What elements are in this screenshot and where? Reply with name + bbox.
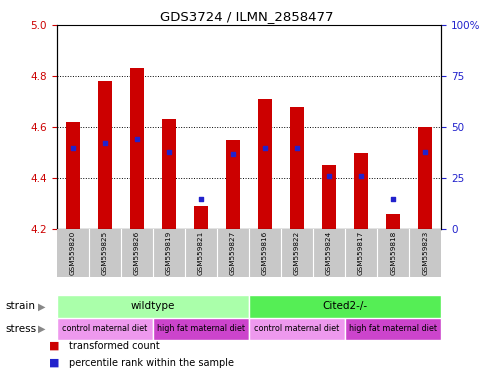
Text: GSM559824: GSM559824 — [326, 231, 332, 275]
Point — [69, 144, 77, 151]
Text: transformed count: transformed count — [69, 341, 160, 351]
Text: strain: strain — [5, 301, 35, 311]
Text: GSM559827: GSM559827 — [230, 231, 236, 275]
Point — [261, 144, 269, 151]
Point — [293, 144, 301, 151]
Bar — [258, 99, 272, 229]
Text: GSM559816: GSM559816 — [262, 231, 268, 275]
Bar — [66, 122, 80, 229]
Bar — [345, 318, 441, 340]
Text: percentile rank within the sample: percentile rank within the sample — [69, 358, 234, 368]
Point — [389, 195, 397, 202]
Text: ▶: ▶ — [38, 301, 46, 311]
Text: GSM559821: GSM559821 — [198, 231, 204, 275]
Bar — [249, 318, 345, 340]
Text: high fat maternal diet: high fat maternal diet — [349, 324, 437, 333]
Bar — [98, 81, 112, 229]
Text: GSM559818: GSM559818 — [390, 231, 396, 275]
Point — [357, 173, 365, 179]
Point — [197, 195, 205, 202]
Text: GSM559823: GSM559823 — [422, 231, 428, 275]
Text: stress: stress — [5, 324, 36, 334]
Bar — [249, 295, 441, 318]
Point — [101, 141, 108, 147]
Text: wildtype: wildtype — [131, 301, 175, 311]
Bar — [153, 318, 249, 340]
Text: control maternal diet: control maternal diet — [62, 324, 147, 333]
Text: ■: ■ — [49, 358, 60, 368]
Text: control maternal diet: control maternal diet — [254, 324, 340, 333]
Text: GSM559820: GSM559820 — [70, 231, 76, 275]
Point — [325, 173, 333, 179]
Bar — [57, 295, 249, 318]
Point — [165, 149, 173, 155]
Bar — [194, 206, 208, 229]
Text: GSM559822: GSM559822 — [294, 231, 300, 275]
Bar — [290, 107, 304, 229]
Bar — [322, 166, 336, 229]
Bar — [386, 214, 400, 229]
Bar — [57, 318, 153, 340]
Point — [229, 151, 237, 157]
Text: GSM559817: GSM559817 — [358, 231, 364, 275]
Text: ▶: ▶ — [38, 324, 46, 334]
Text: ■: ■ — [49, 341, 60, 351]
Text: GDS3724 / ILMN_2858477: GDS3724 / ILMN_2858477 — [160, 10, 333, 23]
Text: GSM559825: GSM559825 — [102, 231, 108, 275]
Text: high fat maternal diet: high fat maternal diet — [157, 324, 245, 333]
Text: Cited2-/-: Cited2-/- — [322, 301, 368, 311]
Bar — [162, 119, 176, 229]
Text: GSM559819: GSM559819 — [166, 231, 172, 275]
Bar — [130, 68, 144, 229]
Point — [421, 149, 429, 155]
Bar — [418, 127, 432, 229]
Text: GSM559826: GSM559826 — [134, 231, 140, 275]
Bar — [226, 140, 240, 229]
Point — [133, 136, 141, 142]
Bar — [354, 152, 368, 229]
